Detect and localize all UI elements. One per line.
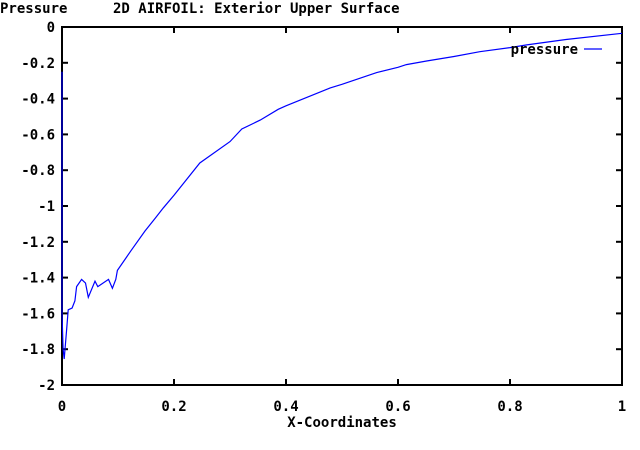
x-tick-label: 0.6 (385, 399, 410, 415)
pressure-series-line (61, 32, 623, 360)
legend: pressure (511, 42, 602, 58)
y-tick-label: -0.4 (21, 92, 55, 108)
y-tick-label: -1.6 (21, 306, 55, 322)
x-tick-label: 0.4 (273, 399, 298, 415)
chart-title: 2D AIRFOIL: Exterior Upper Surface (113, 1, 400, 17)
y-tick-label: -0.2 (21, 56, 55, 72)
x-tick-label: 0.2 (161, 399, 186, 415)
y-tick-label: -1.2 (21, 235, 55, 251)
legend-label: pressure (511, 42, 578, 58)
y-tick-label: -1 (38, 199, 55, 215)
y-axis-label: Pressure (0, 1, 67, 17)
x-axis-label: X-Coordinates (287, 415, 397, 431)
y-tick-label: -0.6 (21, 127, 55, 143)
x-tick-label: 0.8 (497, 399, 522, 415)
y-tick-label: -2 (38, 378, 55, 394)
y-tick-label: 0 (47, 20, 55, 36)
y-tick-label: -1.4 (21, 271, 55, 287)
x-tick-label: 0 (58, 399, 66, 415)
y-tick-label: -1.8 (21, 342, 55, 358)
y-tick-label: -0.8 (21, 163, 55, 179)
x-tick-label: 1 (618, 399, 626, 415)
plot-frame (61, 26, 623, 386)
